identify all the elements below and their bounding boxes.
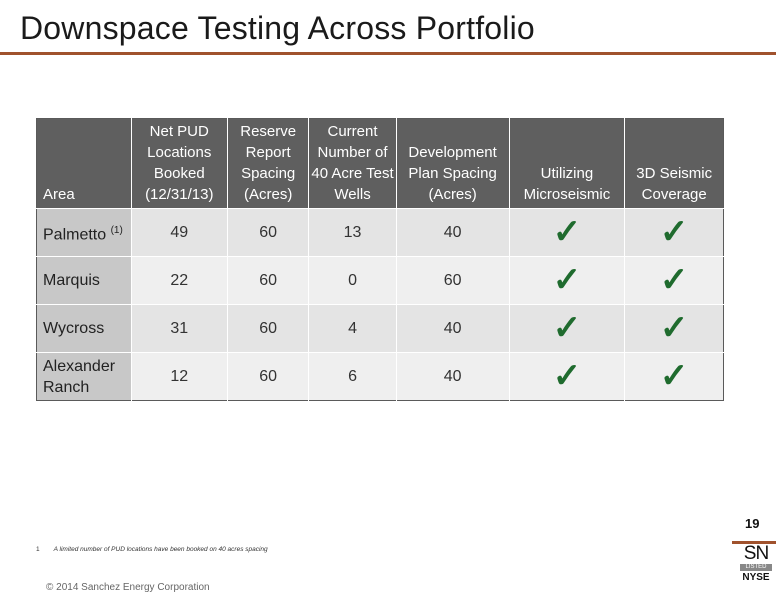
- seismic-3d-cell: ✓: [624, 304, 724, 353]
- logo-exchange: NYSE: [742, 572, 770, 583]
- checkmark-icon: ✓: [659, 357, 689, 395]
- table-row: Alexander Ranch 12 60 6 40 ✓ ✓: [36, 352, 724, 401]
- header-area: Area: [36, 118, 132, 209]
- table-row: Palmetto (1) 49 60 13 40 ✓ ✓: [36, 208, 724, 257]
- header-test-wells: Current Number of 40 Acre Test Wells: [308, 118, 397, 209]
- logo-ticker: SN: [743, 543, 769, 564]
- slide-title: Downspace Testing Across Portfolio: [20, 10, 535, 46]
- seismic-3d-cell: ✓: [624, 256, 724, 305]
- microseismic-cell: ✓: [509, 352, 626, 401]
- footnote-ref: (1): [110, 224, 123, 236]
- area-cell: Wycross: [36, 304, 132, 353]
- area-name: Alexander Ranch: [43, 357, 116, 396]
- table-header-row: Area Net PUD Locations Booked (12/31/13)…: [36, 118, 724, 209]
- net-pud-cell: 12: [131, 352, 229, 401]
- dev-spacing-cell: 60: [396, 256, 510, 305]
- footnote-number: 1: [36, 546, 40, 553]
- dev-spacing-cell: 40: [396, 352, 510, 401]
- test-wells-cell: 6: [308, 352, 397, 401]
- checkmark-icon: ✓: [552, 261, 582, 299]
- dev-spacing-cell: 40: [396, 208, 510, 257]
- area-cell: Marquis: [36, 256, 132, 305]
- test-wells-cell: 13: [308, 208, 397, 257]
- microseismic-cell: ✓: [509, 304, 626, 353]
- seismic-3d-cell: ✓: [624, 352, 724, 401]
- header-net-pud: Net PUD Locations Booked (12/31/13): [131, 118, 229, 209]
- downspace-table: Area Net PUD Locations Booked (12/31/13)…: [36, 118, 724, 401]
- reserve-spacing-cell: 60: [227, 352, 310, 401]
- area-name: Palmetto: [43, 226, 107, 244]
- net-pud-cell: 31: [131, 304, 229, 353]
- header-microseismic: Utilizing Microseismic: [509, 118, 626, 209]
- logo-divider: [732, 541, 776, 544]
- sn-nyse-logo: SN LISTED NYSE: [738, 544, 774, 588]
- checkmark-icon: ✓: [552, 309, 582, 347]
- microseismic-cell: ✓: [509, 208, 626, 257]
- table-row: Wycross 31 60 4 40 ✓ ✓: [36, 304, 724, 353]
- header-reserve-spacing: Reserve Report Spacing (Acres): [227, 118, 310, 209]
- test-wells-cell: 0: [308, 256, 397, 305]
- dev-spacing-cell: 40: [396, 304, 510, 353]
- area-cell: Alexander Ranch: [36, 352, 132, 401]
- header-3d-seismic: 3D Seismic Coverage: [624, 118, 724, 209]
- footnote: 1 A limited number of PUD locations have …: [36, 546, 268, 553]
- checkmark-icon: ✓: [552, 213, 582, 251]
- header-dev-spacing: Development Plan Spacing (Acres): [396, 118, 510, 209]
- copyright-text: © 2014 Sanchez Energy Corporation: [46, 582, 210, 593]
- table-row: Marquis 22 60 0 60 ✓ ✓: [36, 256, 724, 305]
- test-wells-cell: 4: [308, 304, 397, 353]
- checkmark-icon: ✓: [659, 309, 689, 347]
- reserve-spacing-cell: 60: [227, 208, 310, 257]
- net-pud-cell: 49: [131, 208, 229, 257]
- title-divider: [0, 52, 776, 55]
- checkmark-icon: ✓: [552, 357, 582, 395]
- logo-listed: LISTED: [740, 564, 772, 571]
- reserve-spacing-cell: 60: [227, 256, 310, 305]
- area-name: Marquis: [43, 272, 100, 289]
- net-pud-cell: 22: [131, 256, 229, 305]
- microseismic-cell: ✓: [509, 256, 626, 305]
- seismic-3d-cell: ✓: [624, 208, 724, 257]
- page-number: 19: [745, 516, 760, 531]
- footnote-text: A limited number of PUD locations have b…: [53, 546, 268, 553]
- reserve-spacing-cell: 60: [227, 304, 310, 353]
- area-name: Wycross: [43, 320, 105, 337]
- checkmark-icon: ✓: [659, 213, 689, 251]
- checkmark-icon: ✓: [659, 261, 689, 299]
- area-cell: Palmetto (1): [36, 208, 132, 257]
